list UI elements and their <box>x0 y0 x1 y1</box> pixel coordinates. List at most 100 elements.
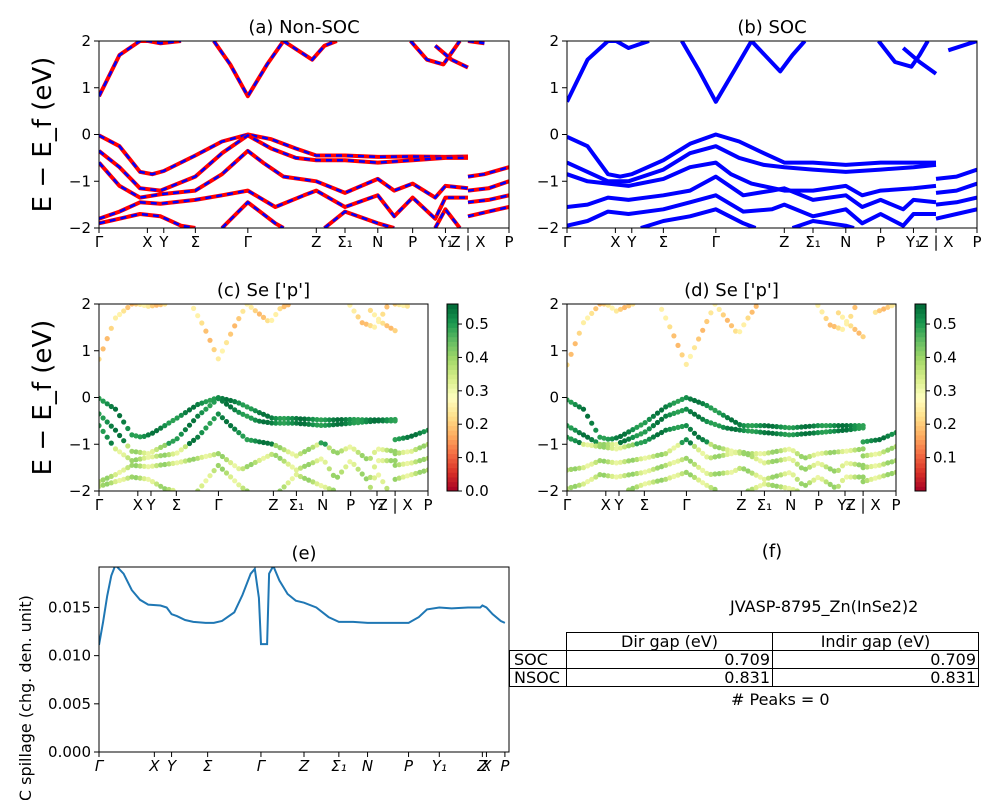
band-line-blue-dashed <box>99 41 182 97</box>
projected-point <box>671 333 677 339</box>
peaks-label: # Peaks = 0 <box>731 690 830 709</box>
x-tick-label: N <box>317 496 328 514</box>
projected-point <box>334 417 341 423</box>
projected-point <box>133 449 139 455</box>
projected-point <box>100 482 106 488</box>
colorbar-segment <box>915 392 926 398</box>
projected-point <box>125 443 131 449</box>
colorbar-segment <box>915 332 926 338</box>
projected-point <box>589 420 595 426</box>
projected-point <box>885 460 891 466</box>
projected-point <box>330 448 336 454</box>
projected-point <box>568 425 574 431</box>
projected-point <box>219 398 225 404</box>
projected-point <box>178 459 184 465</box>
projected-point <box>347 304 353 308</box>
y-tick-label: −1 <box>537 435 559 453</box>
projected-point <box>724 425 731 431</box>
x-tick-label: Y <box>626 233 637 251</box>
projected-point <box>400 449 406 455</box>
projected-point <box>613 460 620 466</box>
projected-point <box>798 424 805 430</box>
projected-point <box>269 441 275 447</box>
projected-point <box>121 467 127 473</box>
x-tick-label: Σ <box>191 233 200 251</box>
projected-point <box>864 464 870 470</box>
x-tick-label: Z <box>268 496 278 514</box>
projected-point <box>761 451 768 457</box>
projected-point <box>893 469 896 475</box>
projected-point <box>392 304 398 307</box>
projected-point <box>687 472 694 478</box>
projected-point <box>659 477 665 483</box>
projected-point <box>240 466 246 472</box>
projected-point <box>630 457 636 463</box>
projected-point <box>182 458 188 464</box>
projected-point <box>663 404 669 410</box>
projected-point <box>733 328 739 334</box>
projected-point <box>876 451 883 457</box>
projected-point <box>240 308 246 314</box>
projected-point <box>765 423 772 429</box>
projected-point <box>815 474 821 481</box>
colorbar-segment <box>915 434 926 441</box>
projected-point <box>802 455 809 461</box>
projected-point <box>125 465 131 471</box>
projected-point <box>605 436 611 442</box>
projected-point <box>343 446 349 452</box>
cell-nsoc-indir: 0.831 <box>772 668 979 687</box>
projected-point <box>626 436 632 442</box>
colorbar-tick-label: 0.5 <box>465 315 489 333</box>
projected-point <box>835 428 842 434</box>
projected-point <box>273 452 279 458</box>
projected-point <box>823 429 829 435</box>
projected-point <box>679 352 685 358</box>
projected-point <box>199 483 205 489</box>
projected-point <box>757 429 763 435</box>
band-line <box>935 167 977 181</box>
band-line-blue-dashed <box>282 41 338 62</box>
projected-point <box>384 458 390 464</box>
projected-point <box>158 462 164 468</box>
colorbar-tick-label: 0.3 <box>465 382 489 400</box>
projected-point <box>281 447 287 453</box>
projected-point <box>889 431 895 437</box>
projected-point <box>691 461 698 467</box>
projected-point <box>696 414 702 420</box>
projected-point <box>232 463 238 469</box>
projected-point <box>815 451 821 457</box>
projected-point <box>815 423 821 429</box>
projected-point <box>782 431 788 437</box>
colorbar-d: 0.1 0.2 0.3 0.4 0.5 <box>914 303 957 492</box>
projected-point <box>351 308 357 314</box>
projected-point <box>112 446 119 452</box>
projected-point <box>811 477 817 483</box>
projected-point <box>852 461 858 467</box>
projected-point <box>174 415 180 421</box>
projected-point <box>170 487 176 491</box>
projected-point <box>572 438 578 444</box>
projected-point <box>819 309 825 315</box>
projected-point <box>667 324 673 330</box>
projected-point <box>889 459 895 465</box>
projected-point <box>634 424 640 430</box>
projected-point <box>683 406 689 412</box>
projected-point <box>630 304 636 307</box>
projected-point <box>864 452 870 458</box>
band-line-red <box>99 212 196 228</box>
projected-point <box>774 431 780 437</box>
band-line <box>750 41 807 74</box>
projected-point <box>798 481 805 487</box>
projected-point <box>790 486 796 491</box>
projected-point <box>844 474 850 480</box>
projected-point <box>626 487 632 491</box>
projected-point <box>708 420 714 426</box>
projected-point <box>794 488 800 491</box>
projected-point <box>576 482 582 488</box>
x-tick-label: P <box>500 757 510 775</box>
projected-point <box>256 457 262 463</box>
projected-point <box>417 469 423 475</box>
projected-point <box>100 415 106 421</box>
